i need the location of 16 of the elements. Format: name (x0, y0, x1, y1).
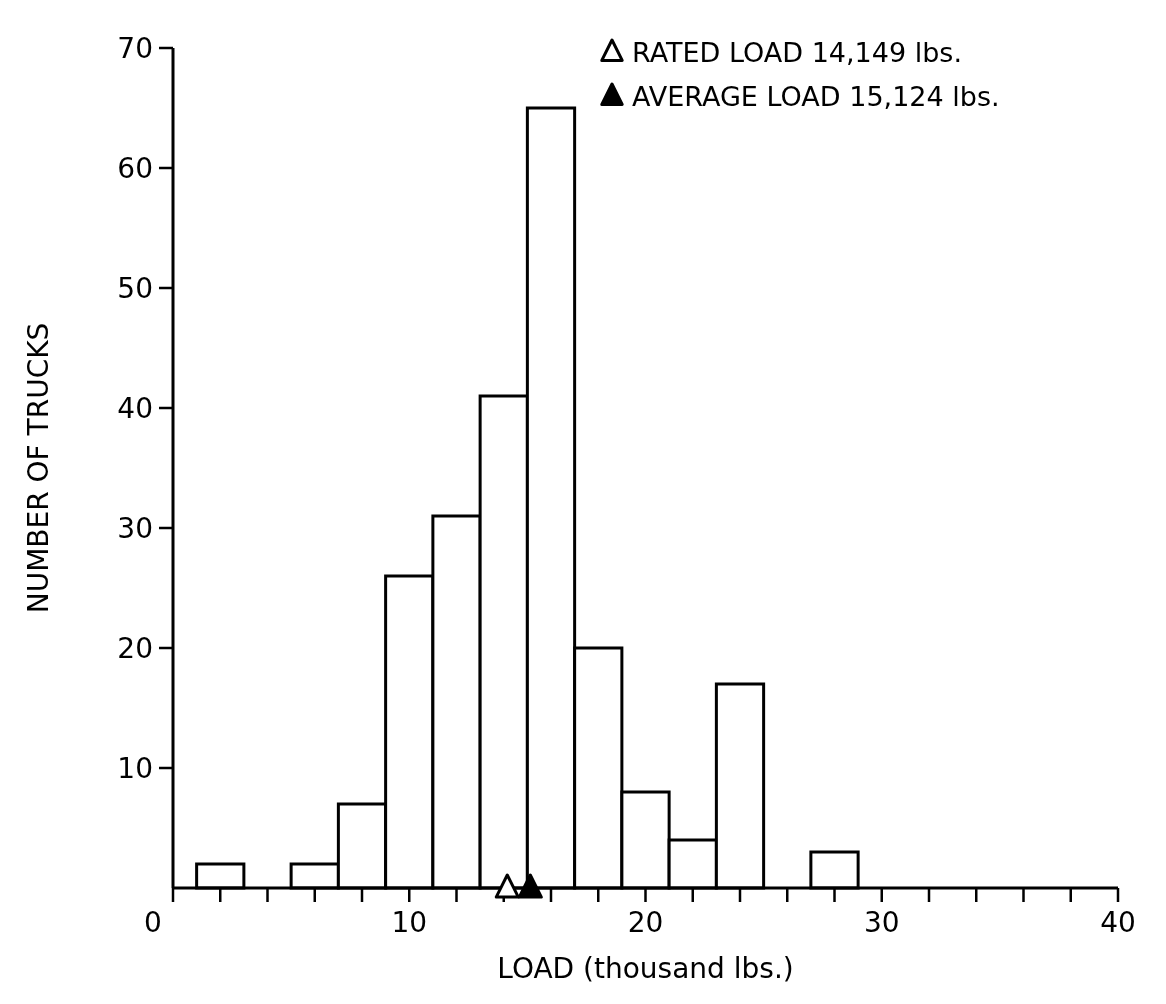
y-tick-label: 10 (117, 752, 153, 785)
x-tick-label: 0 (144, 906, 162, 939)
x-tick-label: 10 (391, 906, 428, 939)
x-tick-label: 30 (863, 906, 900, 939)
y-axis-title: NUMBER OF TRUCKS (22, 322, 55, 614)
y-tick-label: 60 (117, 152, 153, 185)
x-tick-label: 40 (1100, 906, 1136, 939)
y-tick-label: 50 (117, 272, 153, 305)
y-tick-label: 70 (117, 32, 153, 65)
y-tick-label: 30 (117, 512, 153, 545)
x-tick-label: 20 (627, 906, 664, 939)
y-tick-label: 20 (117, 632, 153, 665)
x-axis-title: LOAD (thousand lbs.) (497, 952, 794, 985)
legend-label: RATED LOAD 14,149 lbs. (632, 37, 963, 68)
y-tick-label: 40 (117, 392, 153, 425)
legend-label: AVERAGE LOAD 15,124 lbs. (632, 81, 1000, 112)
